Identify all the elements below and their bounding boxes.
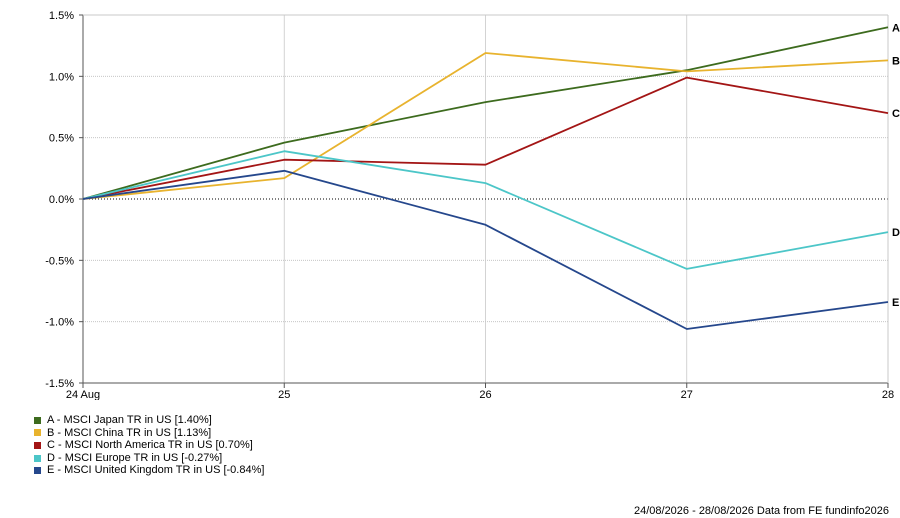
legend-swatch bbox=[34, 429, 41, 437]
legend-label: B - MSCI China TR in US [1.13%] bbox=[47, 426, 212, 439]
y-tick-label: -1.5% bbox=[45, 378, 74, 390]
y-tick-label: 0.5% bbox=[49, 133, 74, 145]
y-tick-label: 0.0% bbox=[49, 194, 74, 206]
series-end-labels: A B C D E bbox=[892, 22, 900, 309]
series-end-label-a: A bbox=[892, 22, 900, 34]
legend-swatch bbox=[34, 441, 41, 449]
x-tick-label: 25 bbox=[278, 389, 290, 400]
series-end-label-c: C bbox=[892, 108, 900, 120]
x-tick-labels: 24 Aug 25 26 27 28 bbox=[66, 389, 894, 400]
series-lines bbox=[82, 26, 889, 330]
legend-swatch bbox=[34, 454, 41, 462]
y-tick-label: -1.0% bbox=[45, 317, 74, 329]
legend-item: D - MSCI Europe TR in US [-0.27%] bbox=[34, 452, 264, 465]
y-tick-label: 1.5% bbox=[49, 10, 74, 22]
legend-label: D - MSCI Europe TR in US [-0.27%] bbox=[47, 451, 223, 464]
legend-label: E - MSCI United Kingdom TR in US [-0.84%… bbox=[47, 464, 265, 477]
legend-item: C - MSCI North America TR in US [0.70%] bbox=[34, 439, 264, 452]
x-tick-label: 24 Aug bbox=[66, 389, 100, 400]
series-line-e bbox=[82, 169, 889, 330]
x-tick-label: 26 bbox=[479, 389, 491, 400]
y-tick-labels: 1.5% 1.0% 0.5% 0.0% -0.5% -1.0% -1.5% bbox=[45, 10, 74, 390]
legend-label: A - MSCI Japan TR in US [1.40%] bbox=[47, 414, 212, 426]
series-end-label-e: E bbox=[892, 297, 899, 309]
x-tick-label: 27 bbox=[681, 389, 693, 400]
series-end-label-b: B bbox=[892, 55, 900, 67]
legend: A - MSCI Japan TR in US [1.40%] B - MSCI … bbox=[34, 414, 264, 477]
series-end-label-d: D bbox=[892, 227, 900, 239]
series-line-d bbox=[82, 150, 889, 270]
series-line-a bbox=[82, 26, 889, 200]
legend-item: E - MSCI United Kingdom TR in US [-0.84%… bbox=[34, 464, 264, 477]
legend-item: A - MSCI Japan TR in US [1.40%] bbox=[34, 414, 264, 427]
legend-swatch bbox=[34, 416, 41, 424]
legend-label: C - MSCI North America TR in US [0.70%] bbox=[47, 439, 253, 452]
series-line-b bbox=[82, 52, 889, 200]
legend-swatch bbox=[34, 467, 41, 475]
line-chart: A B C D E 1.5% 1.0% 0.5% 0.0% -0.5% -1.0% -1.5% 24… bbox=[45, 10, 900, 400]
axes bbox=[79, 14, 889, 388]
legend-item: B - MSCI China TR in US [1.13%] bbox=[34, 427, 264, 440]
footer-source-note: 24/08/2026 - 28/08/2026 Data from FE fun… bbox=[633, 505, 889, 517]
x-tick-label: 28 bbox=[882, 389, 894, 400]
y-tick-label: 1.0% bbox=[49, 71, 74, 83]
series-line-c bbox=[82, 76, 889, 200]
y-tick-label: -0.5% bbox=[45, 255, 74, 267]
